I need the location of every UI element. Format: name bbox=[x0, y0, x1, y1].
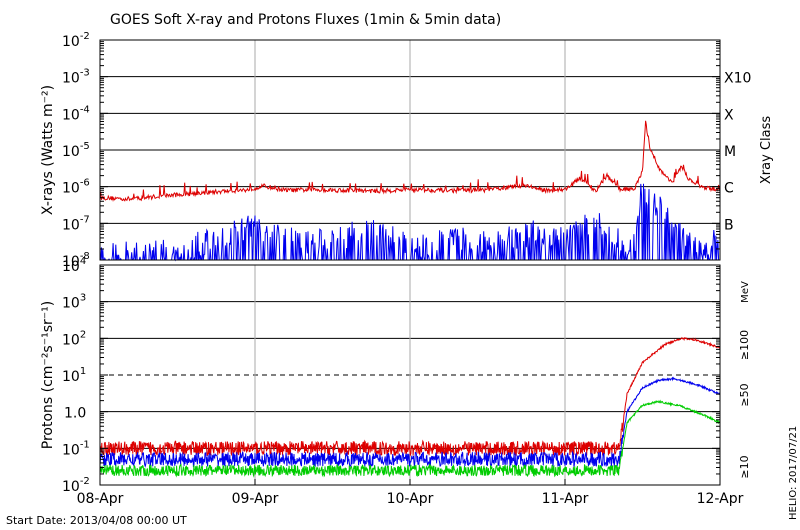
xray-class-label: X10 bbox=[724, 71, 751, 87]
xray-y-axis-label: X-rays (Watts m⁻²) bbox=[40, 85, 56, 215]
x-axis-labels: 08-Apr 09-Apr 10-Apr 11-Apr 12-Apr bbox=[77, 479, 744, 507]
proton-tick-label: 1.0 bbox=[64, 406, 86, 422]
xray-class-label: X bbox=[724, 107, 734, 123]
xray-class-label: B bbox=[724, 217, 734, 233]
start-date-label: Start Date: 2013/04/08 00:00 UT bbox=[6, 514, 187, 527]
x-tick-label: 08-Apr bbox=[77, 491, 124, 507]
proton-legend-label: ≥10 bbox=[738, 455, 751, 478]
x-tick-label: 11-Apr bbox=[542, 491, 589, 507]
xray-class-label: M bbox=[724, 144, 736, 160]
proton-series-0 bbox=[99, 336, 721, 457]
x-tick-label: 10-Apr bbox=[387, 491, 434, 507]
proton-series-1 bbox=[99, 376, 721, 468]
chart-title: GOES Soft X-ray and Protons Fluxes (1min… bbox=[110, 12, 501, 28]
proton-series bbox=[99, 336, 721, 478]
credit-label: HELIO: 2017/07/21 bbox=[788, 426, 799, 520]
proton-legend: ≥10 ≥50 ≥100 bbox=[738, 330, 751, 479]
x-tick-label: 09-Apr bbox=[232, 491, 279, 507]
proton-legend-label: ≥100 bbox=[738, 330, 751, 360]
proton-y-axis-label: Protons (cm⁻²s⁻¹sr⁻¹) bbox=[40, 301, 56, 450]
xray-grid bbox=[100, 40, 720, 260]
proton-legend-label: ≥50 bbox=[738, 383, 751, 406]
xray-class-axis-label: Xray Class bbox=[759, 116, 774, 184]
xray-long-series bbox=[99, 120, 721, 202]
proton-series-2 bbox=[99, 399, 721, 478]
proton-unit-label: MeV bbox=[740, 281, 751, 303]
xray-class-labels: B C M X X10 bbox=[724, 71, 751, 234]
xray-class-label: C bbox=[724, 181, 734, 197]
x-tick-label: 12-Apr bbox=[697, 491, 744, 507]
